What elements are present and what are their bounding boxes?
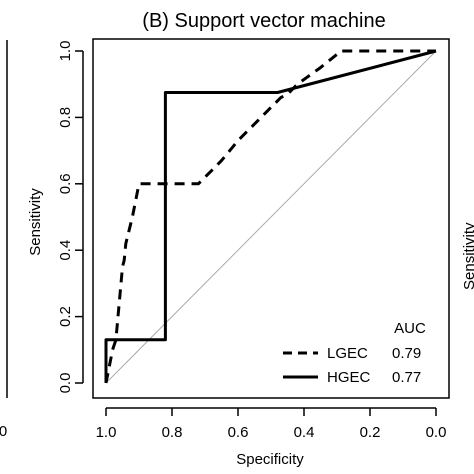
x-tick-label: 0.2: [360, 424, 381, 441]
y-tick-label: 0.6: [57, 173, 74, 194]
series-line-lgec: [104, 49, 436, 384]
x-axis-title: Specificity: [236, 451, 304, 468]
right-neighbor-axis-title: Sensitivity: [461, 222, 474, 290]
x-tick-label: 0.8: [162, 424, 183, 441]
legend-auc-hgec: 0.77: [392, 369, 421, 386]
left-neighbor-panel: 0: [0, 40, 8, 440]
y-axis: 0.0 0.2 0.4 0.6 0.8 1.0: [57, 41, 84, 394]
legend: AUC LGEC 0.79 HGEC 0.77: [283, 320, 426, 386]
x-tick-label: 0.4: [294, 424, 315, 441]
x-axis: 1.0 0.8 0.6 0.4 0.2 0.0: [96, 407, 447, 441]
x-tick-label: 0.6: [228, 424, 249, 441]
y-tick-label: 0.8: [57, 107, 74, 128]
y-tick-label: 0.4: [57, 240, 74, 261]
x-tick-label: 0.0: [426, 424, 447, 441]
legend-auc-lgec: 0.79: [392, 345, 421, 362]
y-axis-title: Sensitivity: [27, 188, 44, 256]
plot-frame: [92, 38, 450, 399]
reference-diagonal: [105, 50, 437, 384]
x-tick-label: 1.0: [96, 424, 117, 441]
left-neighbor-tick-label: 0: [0, 423, 7, 440]
legend-header: AUC: [394, 320, 426, 337]
series-line-hgec: [104, 49, 437, 383]
y-tick-label: 0.0: [57, 373, 74, 394]
plot-area: [104, 49, 437, 384]
y-tick-label: 0.2: [57, 306, 74, 327]
legend-label-lgec: LGEC: [327, 345, 368, 362]
legend-label-hgec: HGEC: [327, 369, 371, 386]
chart-title: (B) Support vector machine: [142, 10, 385, 32]
y-tick-label: 1.0: [57, 41, 74, 62]
